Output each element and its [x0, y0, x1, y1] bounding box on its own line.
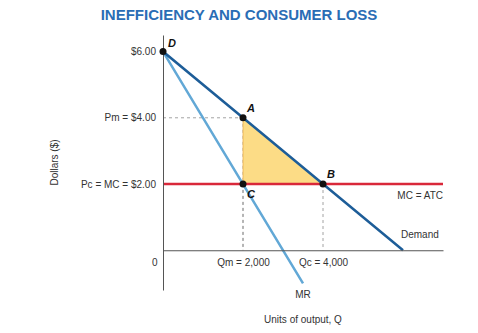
y-tick-label: Pc = MC = $2.00 [81, 179, 156, 190]
series-label: MR [295, 289, 311, 300]
y-axis: Pc = MC = $2.00 Pm = $4.00 $6.00 [81, 36, 164, 291]
point [160, 48, 167, 55]
y-tick: $6.00 [131, 46, 163, 57]
x-tick: Qc = 4,000 [299, 250, 349, 268]
x-tick: 0 [152, 250, 164, 268]
point [240, 181, 247, 188]
series-label: Demand [401, 229, 439, 240]
line [163, 183, 443, 186]
x-tick-label: Qc = 4,000 [299, 257, 349, 268]
series-label: MC = ATC [397, 190, 443, 201]
y-tick-label: Pm = $4.00 [105, 112, 157, 123]
point-label: C [247, 188, 256, 200]
point-label: D [168, 37, 176, 49]
point [240, 114, 247, 121]
x-axis-line [164, 250, 444, 251]
chart: INEFFICIENCY AND CONSUMER LOSS MC = ATC MR… [0, 0, 478, 333]
line [163, 52, 403, 251]
x-tick-label: Qm = 2,000 [217, 257, 270, 268]
annotation-points: D A B C [160, 37, 336, 200]
y-tick: Pc = MC = $2.00 [81, 179, 163, 190]
y-tick: Pm = $4.00 [105, 112, 163, 123]
series-labels: MC = ATC MR Demand [295, 190, 443, 300]
point [320, 181, 327, 188]
guide-line [323, 184, 324, 250]
y-axis-title: Dollars ($) [49, 139, 60, 185]
x-tick: Qm = 2,000 [217, 250, 270, 268]
title: INEFFICIENCY AND CONSUMER LOSS [101, 6, 378, 23]
y-tick-label: $6.00 [131, 46, 156, 57]
x-axis-title: Units of output, Q [264, 314, 342, 325]
point-label: B [327, 168, 335, 180]
guide-line [243, 184, 244, 250]
point-label: A [246, 102, 255, 114]
x-tick-label: 0 [152, 257, 158, 268]
y-axis-line [163, 36, 164, 291]
x-axis: 0 Qm = 2,000 Qc = 4,000 [152, 250, 444, 268]
line [163, 52, 303, 284]
plot-area [163, 52, 443, 284]
